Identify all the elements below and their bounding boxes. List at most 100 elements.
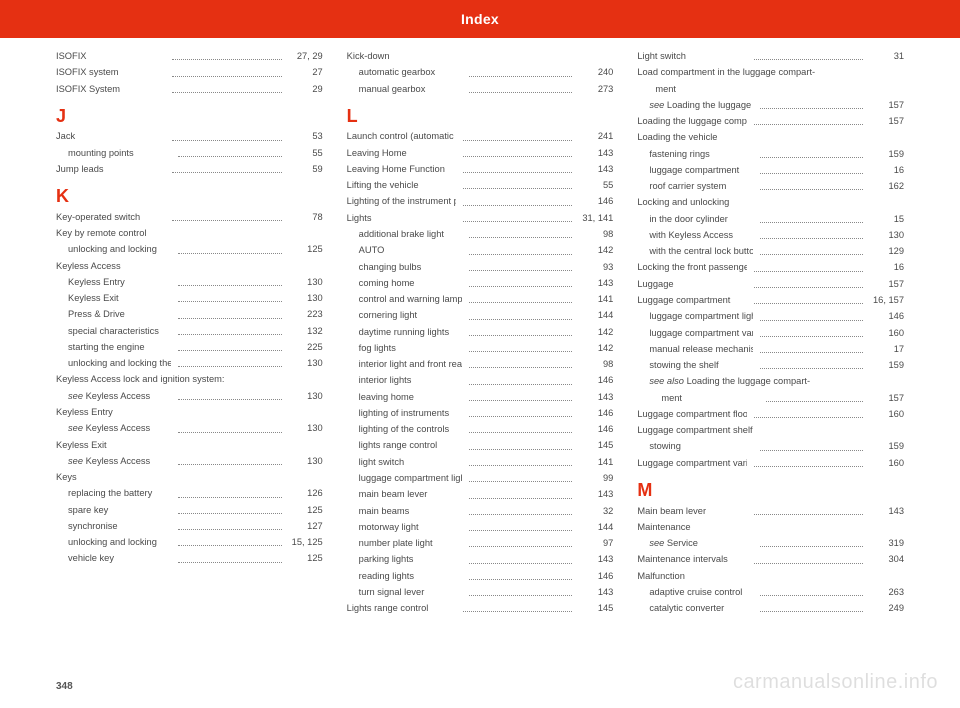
dot-leader (178, 286, 281, 302)
index-label: ISOFIX (56, 48, 165, 64)
index-page-ref: 132 (289, 323, 323, 339)
index-page-ref: 273 (579, 81, 613, 97)
dot-leader (178, 514, 281, 530)
index-page-ref: 143 (579, 145, 613, 161)
index-label: Leaving Home Function (347, 161, 456, 177)
index-label: in the door cylinder (637, 211, 752, 227)
index-label: Press & Drive (56, 306, 171, 322)
index-page-ref: 144 (579, 307, 613, 323)
index-label: with Keyless Access (637, 227, 752, 243)
index-page-ref: 146 (579, 372, 613, 388)
index-label: ISOFIX System (56, 81, 165, 97)
index-column-1: ISOFIX27, 29ISOFIX system27ISOFIX System… (56, 48, 323, 616)
index-page-ref: 31 (870, 48, 904, 64)
dot-leader (469, 531, 572, 547)
dot-leader (178, 449, 281, 465)
index-subentry: see Keyless Access130 (56, 453, 323, 469)
index-label: unlocking and locking (56, 241, 171, 257)
index-label: manual release mechanism (637, 341, 752, 357)
dot-leader (178, 141, 281, 157)
index-page-ref: 141 (579, 454, 613, 470)
dot-leader (760, 223, 863, 239)
index-label: number plate light (347, 535, 462, 551)
dot-leader (178, 498, 281, 514)
index-page-ref: 78 (289, 209, 323, 225)
dot-leader (178, 416, 281, 432)
index-label: see Keyless Access (56, 388, 171, 404)
index-page-ref: 162 (870, 178, 904, 194)
index-page-ref: 98 (579, 226, 613, 242)
dot-leader (469, 433, 572, 449)
index-page-ref: 31, 141 (579, 210, 613, 226)
index-entry: ISOFIX System 29 (56, 81, 323, 97)
dot-leader (760, 207, 863, 223)
dot-leader (760, 321, 863, 337)
index-label: luggage compartment (637, 162, 752, 178)
index-page-ref: 145 (579, 600, 613, 616)
index-label: Lights (347, 210, 456, 226)
dot-leader (172, 205, 281, 221)
index-entry: Load compartment in the luggage compart- (637, 64, 904, 80)
index-subentry: roof carrier system162 (637, 178, 904, 194)
dot-leader (760, 158, 863, 174)
index-label: luggage compartment variable floor (637, 325, 752, 341)
dot-leader (469, 320, 572, 336)
index-page-ref: 159 (870, 146, 904, 162)
index-page-ref: 157 (870, 390, 904, 406)
header-bar: Index (0, 0, 960, 38)
index-page-ref: 130 (289, 355, 323, 371)
index-label: special characteristics (56, 323, 171, 339)
index-label: additional brake light (347, 226, 462, 242)
index-label: vehicle key (56, 550, 171, 566)
index-page-ref: 29 (289, 81, 323, 97)
index-label: catalytic converter (637, 600, 752, 616)
dot-leader (178, 335, 281, 351)
dot-leader (469, 303, 572, 319)
index-page-ref: 125 (289, 241, 323, 257)
index-label: Lighting of the instrument panel (347, 193, 456, 209)
dot-leader (469, 547, 572, 563)
page: Index ISOFIX27, 29ISOFIX system27ISOFIX … (0, 0, 960, 708)
index-label: Maintenance intervals (637, 551, 746, 567)
dot-leader (469, 255, 572, 271)
index-label: turn signal lever (347, 584, 462, 600)
watermark: carmanualsonline.info (733, 671, 938, 694)
index-page-ref: 157 (870, 276, 904, 292)
index-label: Luggage compartment (637, 292, 746, 308)
index-subentry: manual gearbox273 (347, 81, 614, 97)
index-page-ref: 130 (289, 420, 323, 436)
index-label: unlocking and locking the vehicle (56, 355, 171, 371)
index-page-ref: 146 (579, 193, 613, 209)
index-page-ref: 27 (289, 64, 323, 80)
index-page-ref: 160 (870, 455, 904, 471)
index-label: mounting points (56, 145, 171, 161)
index-page-ref: 130 (289, 290, 323, 306)
dot-leader (760, 580, 863, 596)
dot-leader (178, 237, 281, 253)
dot-leader (469, 222, 572, 238)
dot-leader (178, 546, 281, 562)
index-page-ref: 263 (870, 584, 904, 600)
index-label: luggage compartment light (347, 470, 462, 486)
dot-leader (754, 499, 863, 515)
index-label: fog lights (347, 340, 462, 356)
index-label: leaving home (347, 389, 462, 405)
dot-leader (172, 60, 281, 76)
index-label: see Loading the luggage compartment (637, 97, 752, 113)
index-label: fastening rings (637, 146, 752, 162)
index-label: reading lights (347, 568, 462, 584)
index-page-ref: 15 (870, 211, 904, 227)
index-label: parking lights (347, 551, 462, 567)
index-page-ref: 143 (579, 389, 613, 405)
dot-leader (172, 77, 281, 93)
index-entry: Key-operated switch78 (56, 209, 323, 225)
index-page-ref: 146 (579, 568, 613, 584)
index-page-ref: 53 (289, 128, 323, 144)
index-entry: Jump leads59 (56, 161, 323, 177)
dot-leader (178, 270, 281, 286)
index-page-ref: 97 (579, 535, 613, 551)
index-label: unlocking and locking (56, 534, 171, 550)
index-page-ref: 160 (870, 406, 904, 422)
index-label: Lights range control (347, 600, 456, 616)
index-label: Locking the front passenger door manuall… (637, 259, 746, 275)
